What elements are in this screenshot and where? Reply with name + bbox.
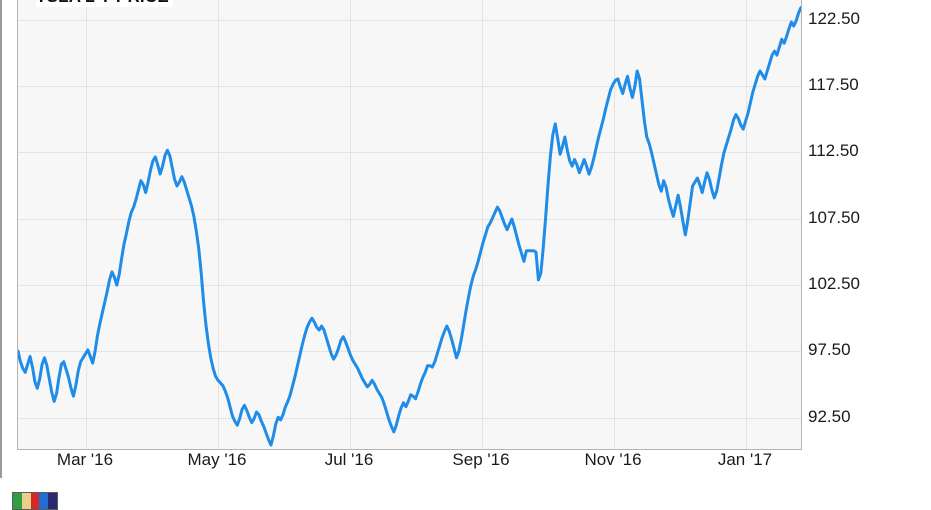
gridline-horizontal <box>18 218 801 220</box>
y-axis-tick-label: 97.50 <box>808 340 851 360</box>
x-axis-tick-label: Mar '16 <box>56 450 114 469</box>
gridline-vertical <box>350 0 351 449</box>
gridline-vertical <box>482 0 483 449</box>
logo-swatch-blue <box>39 493 49 509</box>
left-frame-rule <box>0 0 2 478</box>
plot-inner <box>18 0 801 449</box>
logo-swatch-red <box>30 493 40 509</box>
gridline-horizontal <box>18 19 801 21</box>
y-axis-tick-label: 102.50 <box>808 274 860 294</box>
y-axis-tick-label: 117.50 <box>808 74 859 94</box>
y-axis-tick-label: 112.50 <box>808 141 859 161</box>
x-axis-labels: Mar '16 May '16 Jul '16 Sep '16 Nov '16 Jan '… <box>17 450 802 480</box>
x-axis-tick-label: Nov '16 <box>584 450 642 469</box>
price-line <box>18 8 801 446</box>
x-axis-tick-label: Sep '16 <box>452 450 510 469</box>
gridline-vertical <box>746 0 747 449</box>
logo-swatch-tan <box>21 493 31 509</box>
gridline-horizontal <box>18 417 801 419</box>
gridline-horizontal <box>18 152 801 154</box>
plot-area <box>17 0 802 450</box>
x-axis-tick-label: May '16 <box>187 450 247 469</box>
y-axis-tick-label: 107.50 <box>808 207 860 227</box>
price-line-series <box>18 0 801 449</box>
y-axis-labels: 92.50 97.50 102.50 107.50 112.50 117.50 122.50 <box>808 0 928 478</box>
y-axis-tick-label: 92.50 <box>808 406 851 426</box>
y-axis-tick-label: 122.50 <box>808 8 860 28</box>
gridline-horizontal <box>18 85 801 87</box>
x-axis-tick-label: Jan '17 <box>717 450 773 469</box>
chart-title: TSLA 2 Y PRICE <box>36 0 173 7</box>
gridline-vertical <box>86 0 87 449</box>
gridline-vertical <box>614 0 615 449</box>
gridline-horizontal <box>18 351 801 353</box>
logo-swatch-green <box>13 493 22 509</box>
gridline-vertical <box>218 0 219 449</box>
x-axis-tick-label: Jul '16 <box>324 450 374 469</box>
logo-swatch-navy <box>48 493 57 509</box>
motley-fool-logo <box>12 492 58 510</box>
gridline-horizontal <box>18 285 801 287</box>
